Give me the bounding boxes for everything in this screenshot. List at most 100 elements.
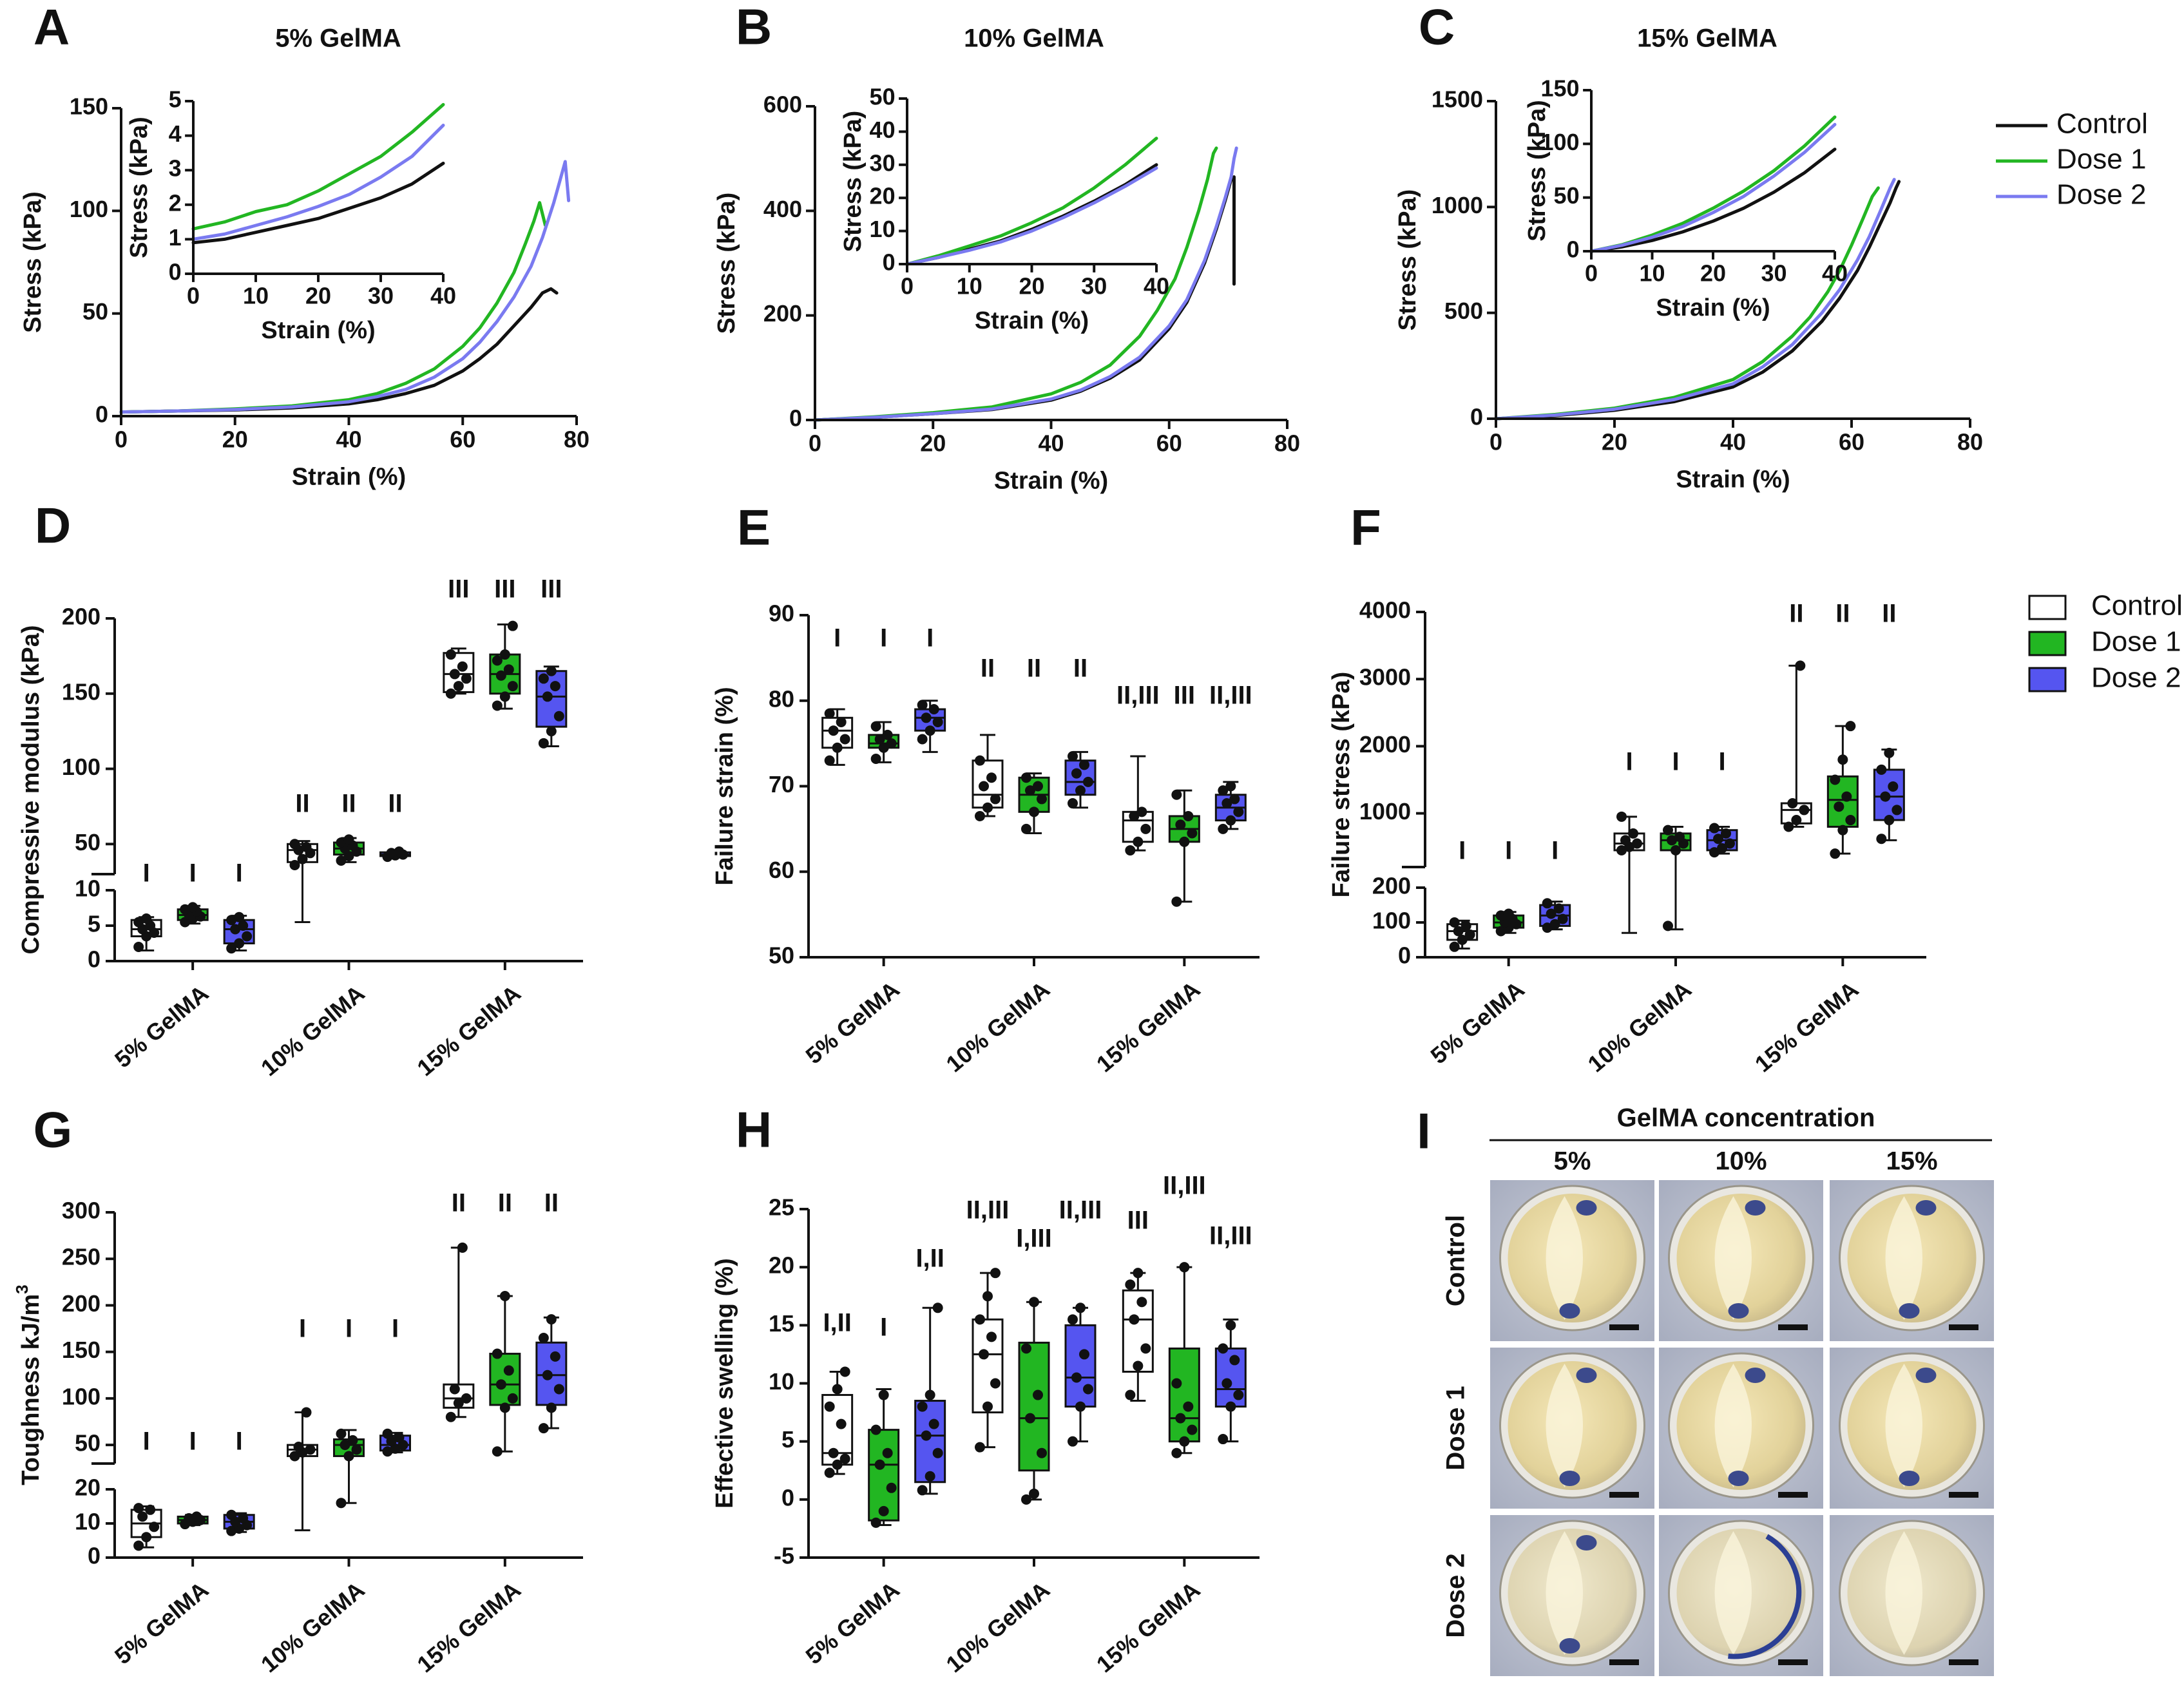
data-point xyxy=(917,1401,928,1412)
data-point xyxy=(1725,838,1735,849)
legend-swatch xyxy=(2028,595,2067,620)
x-category-label: 15% GelMA xyxy=(1750,976,1864,1077)
significance-label: I xyxy=(834,624,841,653)
data-point xyxy=(445,649,456,660)
data-point xyxy=(546,1314,557,1325)
y-tick-label: 50 xyxy=(870,84,896,110)
y-tick-label: 50 xyxy=(75,829,101,855)
panel-letter-e: E xyxy=(737,499,771,556)
data-point xyxy=(336,855,347,866)
x-axis-label: Strain (%) xyxy=(292,463,406,490)
data-point xyxy=(870,1517,881,1528)
y-axis-label: Stress (kPa) xyxy=(1394,189,1421,331)
data-point xyxy=(979,781,989,792)
data-point xyxy=(499,649,510,660)
data-point xyxy=(1140,823,1151,834)
y-tick-label: 0 xyxy=(883,249,896,276)
series-line-dose-2 xyxy=(813,146,1238,422)
y-tick-label: 15 xyxy=(769,1310,794,1337)
y-tick-label: 1000 xyxy=(1359,798,1411,825)
data-point xyxy=(1233,806,1244,817)
data-point xyxy=(1021,823,1031,834)
y-tick-label: 1 xyxy=(169,224,182,251)
data-point xyxy=(924,725,935,736)
x-category-label: 15% GelMA xyxy=(412,980,526,1081)
dye-mark-bottom xyxy=(1559,1638,1580,1654)
data-point xyxy=(870,721,881,732)
x-tick-label: 30 xyxy=(1761,260,1786,287)
dye-mark-top xyxy=(1745,1200,1766,1216)
gel-highlight xyxy=(1546,1364,1583,1487)
data-point xyxy=(226,943,237,954)
series-line-dose-2 xyxy=(905,166,1158,266)
data-point xyxy=(1025,1413,1035,1424)
data-point xyxy=(550,1351,560,1362)
data-point xyxy=(133,1540,144,1551)
series-line-control xyxy=(905,163,1158,266)
x-tick-label: 10 xyxy=(957,273,982,300)
y-tick-label: 300 xyxy=(62,1198,101,1224)
data-point xyxy=(1079,1349,1089,1360)
y-tick-label: 5 xyxy=(88,911,101,937)
y-tick-label: 10 xyxy=(75,875,101,902)
gel-photo xyxy=(1659,1515,1823,1676)
data-point xyxy=(1125,1279,1136,1290)
data-point xyxy=(542,1369,553,1380)
data-point xyxy=(1183,810,1194,821)
significance-label: II,III xyxy=(966,1196,1010,1225)
gel-highlight xyxy=(1546,1531,1583,1655)
y-tick-label: 100 xyxy=(1372,908,1411,934)
data-point xyxy=(1129,810,1140,821)
box-dose-1: II xyxy=(489,1189,521,1457)
y-axis-label: Failure strain (%) xyxy=(711,687,738,885)
data-point xyxy=(1125,845,1136,856)
box-control: I xyxy=(130,859,162,952)
data-point xyxy=(507,620,518,631)
data-point xyxy=(932,716,943,727)
y-tick-label: 30 xyxy=(870,149,896,176)
data-point xyxy=(141,913,152,924)
data-point xyxy=(1709,847,1719,858)
data-point xyxy=(882,1447,893,1458)
x-category-label: 10% GelMA xyxy=(941,976,1055,1077)
data-point xyxy=(546,665,557,676)
y-tick-label: 250 xyxy=(62,1244,101,1270)
box-control: II xyxy=(1780,600,1812,832)
x-tick-label: 20 xyxy=(222,426,248,452)
data-point xyxy=(1495,926,1506,937)
column-label: 10% xyxy=(1715,1147,1767,1176)
legend-lines: Control Dose 1 Dose 2 xyxy=(1996,108,2148,211)
data-point xyxy=(1075,1401,1086,1412)
gel-photo xyxy=(1830,1348,1994,1509)
series-line-dose-1 xyxy=(1589,115,1837,253)
data-point xyxy=(982,1401,993,1412)
x-axis-label: Strain (%) xyxy=(1656,294,1770,321)
significance-label: II xyxy=(544,1189,559,1217)
box-control: III xyxy=(443,575,475,699)
data-point xyxy=(1546,908,1557,919)
data-point xyxy=(1068,751,1078,762)
dye-mark-top xyxy=(1915,1368,1937,1383)
y-axis-label: Stress (kPa) xyxy=(1524,100,1551,242)
data-point xyxy=(301,841,312,852)
dye-mark-top xyxy=(1576,1368,1597,1383)
dye-mark-bottom xyxy=(1728,1303,1749,1319)
x-tick-label: 60 xyxy=(1839,428,1864,455)
data-point xyxy=(1183,1401,1194,1412)
significance-label: I xyxy=(1505,837,1512,865)
legend-label: Dose 2 xyxy=(2091,662,2181,694)
y-tick-label: 50 xyxy=(769,942,794,969)
box-dose-1: III xyxy=(489,575,521,711)
data-point xyxy=(1884,747,1895,758)
panel-h: H -5 0 5 10 15 20 25 Effective swelling (%) 5% Ge… xyxy=(711,1102,1260,1677)
y-tick-label: 10 xyxy=(870,216,896,242)
gel-highlight xyxy=(1885,1196,1922,1320)
data-point xyxy=(495,670,506,681)
data-point xyxy=(917,1485,928,1496)
significance-label: III xyxy=(448,575,469,604)
significance-label: I xyxy=(1551,837,1558,865)
box-dose-2: II xyxy=(1873,600,1905,844)
y-tick-label: 20 xyxy=(870,183,896,209)
data-point xyxy=(461,673,472,684)
